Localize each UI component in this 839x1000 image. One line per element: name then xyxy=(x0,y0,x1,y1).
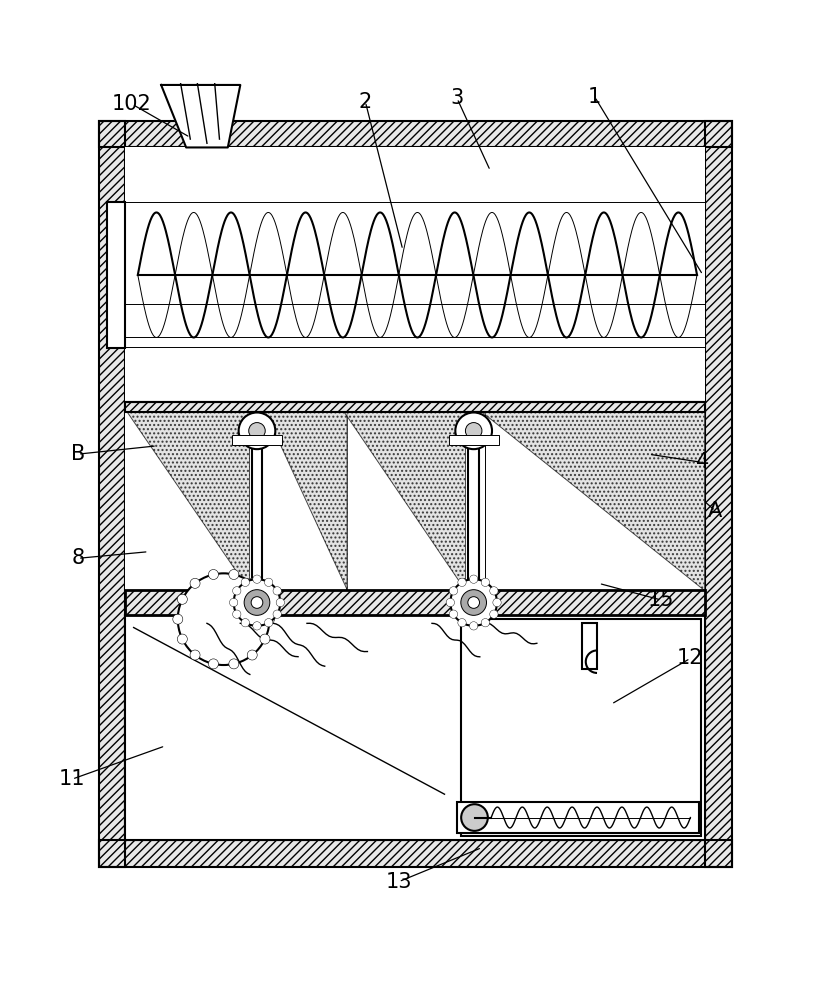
Bar xyxy=(125,590,706,615)
Circle shape xyxy=(264,578,273,586)
Circle shape xyxy=(190,650,200,660)
Circle shape xyxy=(248,423,265,439)
Polygon shape xyxy=(482,412,704,590)
Bar xyxy=(461,619,701,836)
Circle shape xyxy=(458,578,466,586)
Circle shape xyxy=(173,614,183,624)
Circle shape xyxy=(238,412,275,449)
Circle shape xyxy=(482,578,489,586)
Circle shape xyxy=(244,590,270,615)
Bar xyxy=(99,121,125,867)
Circle shape xyxy=(490,610,498,618)
Circle shape xyxy=(264,614,274,624)
Text: 102: 102 xyxy=(112,94,152,114)
Circle shape xyxy=(208,569,218,579)
Bar xyxy=(99,121,732,147)
Bar xyxy=(457,802,699,833)
Circle shape xyxy=(470,622,478,630)
Circle shape xyxy=(190,578,200,588)
Circle shape xyxy=(461,590,487,615)
Circle shape xyxy=(450,587,457,595)
Circle shape xyxy=(260,594,270,604)
Bar xyxy=(125,615,706,840)
Circle shape xyxy=(208,659,218,669)
Bar xyxy=(125,402,706,590)
Circle shape xyxy=(230,598,237,607)
Text: 8: 8 xyxy=(71,548,85,568)
Polygon shape xyxy=(265,412,347,590)
Circle shape xyxy=(492,598,501,607)
Bar xyxy=(125,402,706,590)
Circle shape xyxy=(253,575,261,583)
Text: 12: 12 xyxy=(677,648,704,668)
Circle shape xyxy=(276,598,284,607)
Bar xyxy=(706,121,732,867)
Bar xyxy=(99,840,732,867)
Circle shape xyxy=(470,575,478,583)
Bar xyxy=(232,435,282,445)
Bar xyxy=(706,121,732,867)
Bar xyxy=(125,402,706,412)
Circle shape xyxy=(229,659,239,669)
Bar xyxy=(99,840,732,867)
Text: 2: 2 xyxy=(359,92,372,112)
Bar xyxy=(582,623,597,669)
Text: 11: 11 xyxy=(59,769,86,789)
Text: A: A xyxy=(708,501,722,521)
Bar xyxy=(107,202,125,348)
Circle shape xyxy=(177,634,187,644)
Circle shape xyxy=(178,573,269,665)
Bar xyxy=(125,402,706,412)
Circle shape xyxy=(260,634,270,644)
Bar xyxy=(252,412,263,594)
Bar xyxy=(99,121,125,867)
Text: B: B xyxy=(70,444,85,464)
Circle shape xyxy=(456,412,492,449)
Circle shape xyxy=(450,610,457,618)
Circle shape xyxy=(482,619,489,627)
Bar xyxy=(125,615,706,840)
Circle shape xyxy=(248,578,258,588)
Circle shape xyxy=(232,587,241,595)
Circle shape xyxy=(468,597,480,608)
Text: 3: 3 xyxy=(451,88,464,108)
Circle shape xyxy=(458,619,466,627)
Bar xyxy=(125,147,706,402)
Bar xyxy=(449,435,498,445)
Polygon shape xyxy=(161,85,240,147)
Circle shape xyxy=(446,598,455,607)
Text: 4: 4 xyxy=(696,452,710,472)
Circle shape xyxy=(251,597,263,608)
Circle shape xyxy=(241,619,249,627)
Circle shape xyxy=(253,622,261,630)
Circle shape xyxy=(177,594,187,604)
Circle shape xyxy=(490,587,498,595)
Text: 13: 13 xyxy=(385,872,412,892)
Circle shape xyxy=(451,579,497,626)
Circle shape xyxy=(273,587,281,595)
Circle shape xyxy=(466,423,482,439)
Bar xyxy=(125,590,706,615)
Circle shape xyxy=(233,579,280,626)
Polygon shape xyxy=(127,412,248,590)
Circle shape xyxy=(241,578,249,586)
Bar xyxy=(99,121,732,147)
Text: 15: 15 xyxy=(648,590,675,610)
Circle shape xyxy=(264,619,273,627)
Circle shape xyxy=(229,569,239,579)
Text: 1: 1 xyxy=(588,87,602,107)
Circle shape xyxy=(232,610,241,618)
Circle shape xyxy=(461,804,487,831)
Polygon shape xyxy=(344,412,466,590)
Bar xyxy=(468,412,479,594)
Circle shape xyxy=(248,650,258,660)
Circle shape xyxy=(273,610,281,618)
